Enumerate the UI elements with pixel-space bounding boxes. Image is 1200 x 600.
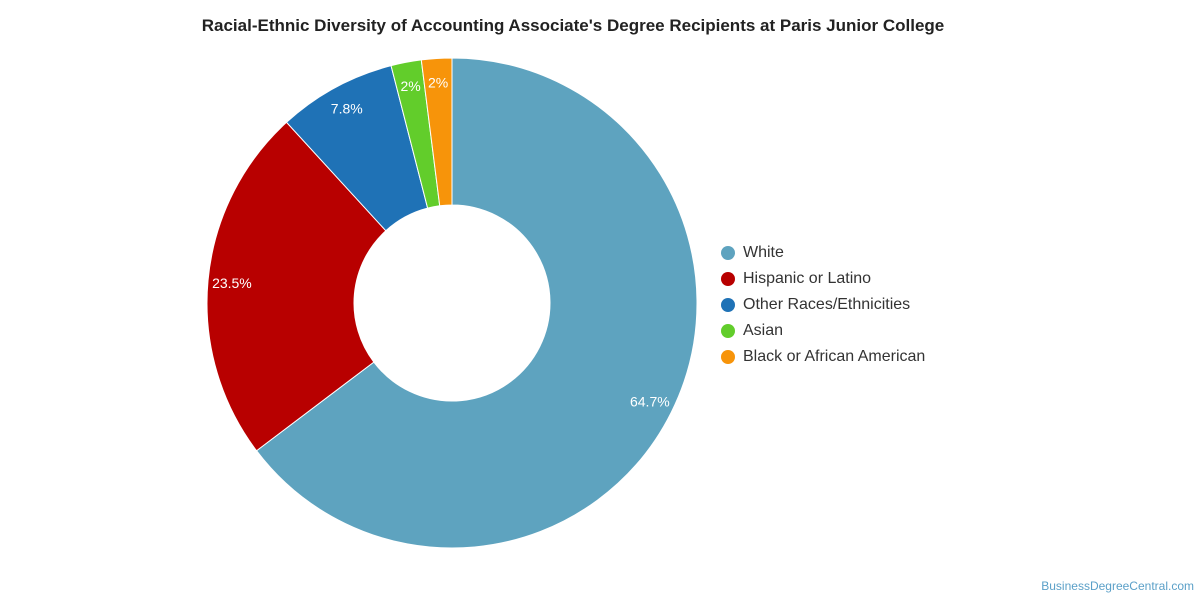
legend-label: Asian (743, 322, 784, 339)
legend-swatch (721, 298, 735, 312)
chart-legend: White Hispanic or Latino Other Races/Ethni… (721, 240, 925, 370)
legend-item-asian[interactable]: Asian (721, 318, 925, 344)
legend-swatch (721, 350, 735, 364)
legend-swatch (721, 246, 735, 260)
legend-swatch (721, 272, 735, 286)
legend-swatch (721, 324, 735, 338)
slice-label-white: 64.7% (630, 393, 670, 409)
chart-title: Racial-Ethnic Diversity of Accounting As… (201, 16, 945, 35)
legend-item-white[interactable]: White (721, 240, 925, 266)
legend-item-other-races-ethnicities[interactable]: Other Races/Ethnicities (721, 292, 925, 318)
legend-label: Other Races/Ethnicities (743, 296, 911, 313)
legend-label: Hispanic or Latino (743, 270, 872, 287)
legend-item-black-or-african-american[interactable]: Black or African American (721, 344, 925, 370)
legend-label: Black or African American (743, 348, 926, 365)
legend-label: White (743, 244, 784, 261)
slice-label-asian: 2% (400, 78, 420, 94)
slice-white[interactable] (255, 57, 698, 549)
slice-label-black-or-african-american: 2% (428, 74, 448, 90)
source-watermark[interactable]: BusinessDegreeCentral.com (1041, 579, 1194, 593)
slice-black-or-african-american[interactable] (420, 57, 453, 207)
slice-hispanic-or-latino[interactable] (206, 121, 387, 452)
slice-label-hispanic-or-latino: 23.5% (212, 275, 252, 291)
slice-label-other-races-ethnicities: 7.8% (331, 101, 363, 117)
legend-item-hispanic-or-latino[interactable]: Hispanic or Latino (721, 266, 925, 292)
